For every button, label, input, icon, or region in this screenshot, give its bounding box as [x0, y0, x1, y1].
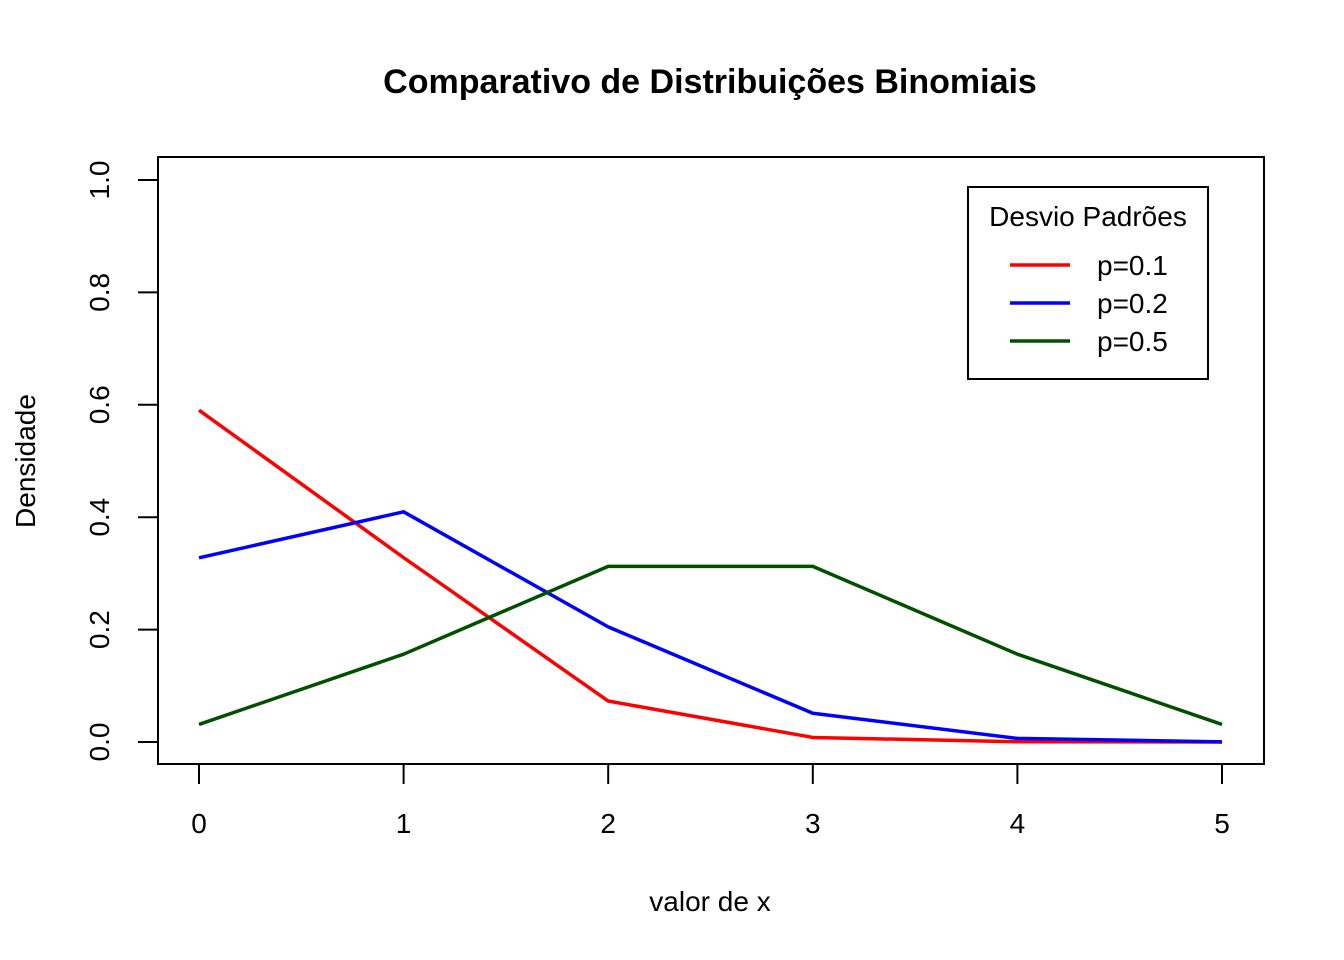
legend-box [967, 186, 1209, 380]
y-tick-label: 0.2 [84, 610, 115, 649]
y-axis: 0.0 0.2 0.4 0.6 0.8 1.0 [84, 161, 159, 762]
y-tick-label: 0.8 [84, 273, 115, 312]
y-tick-label: 0.6 [84, 385, 115, 424]
x-tick-label: 1 [396, 808, 412, 839]
series-line-p=0.1 [197, 408, 1223, 744]
x-axis-label: valor de x [649, 886, 770, 917]
x-tick-label: 5 [1214, 808, 1230, 839]
legend-label: p=0.2 [1097, 288, 1168, 319]
y-axis-label: Densidade [10, 394, 41, 528]
legend: Desvio Padrões p=0.1 p=0.2 p=0.5 [967, 186, 1209, 380]
series-layer [197, 408, 1223, 744]
series-line-p=0.5 [198, 564, 1223, 727]
y-tick-label: 1.0 [84, 161, 115, 200]
x-tick-label: 3 [805, 808, 821, 839]
chart-title: Comparativo de Distribuições Binomiais [383, 63, 1037, 101]
series-line-p=0.2 [198, 510, 1223, 744]
x-tick-label: 2 [600, 808, 616, 839]
legend-label: p=0.1 [1097, 250, 1168, 281]
y-tick-label: 0.4 [84, 498, 115, 537]
x-tick-label: 4 [1010, 808, 1026, 839]
legend-title: Desvio Padrões [989, 201, 1187, 232]
x-axis: 0 1 2 3 4 5 [191, 763, 1230, 839]
legend-label: p=0.5 [1097, 326, 1168, 357]
y-tick-label: 0.0 [84, 723, 115, 762]
x-tick-label: 0 [191, 808, 207, 839]
